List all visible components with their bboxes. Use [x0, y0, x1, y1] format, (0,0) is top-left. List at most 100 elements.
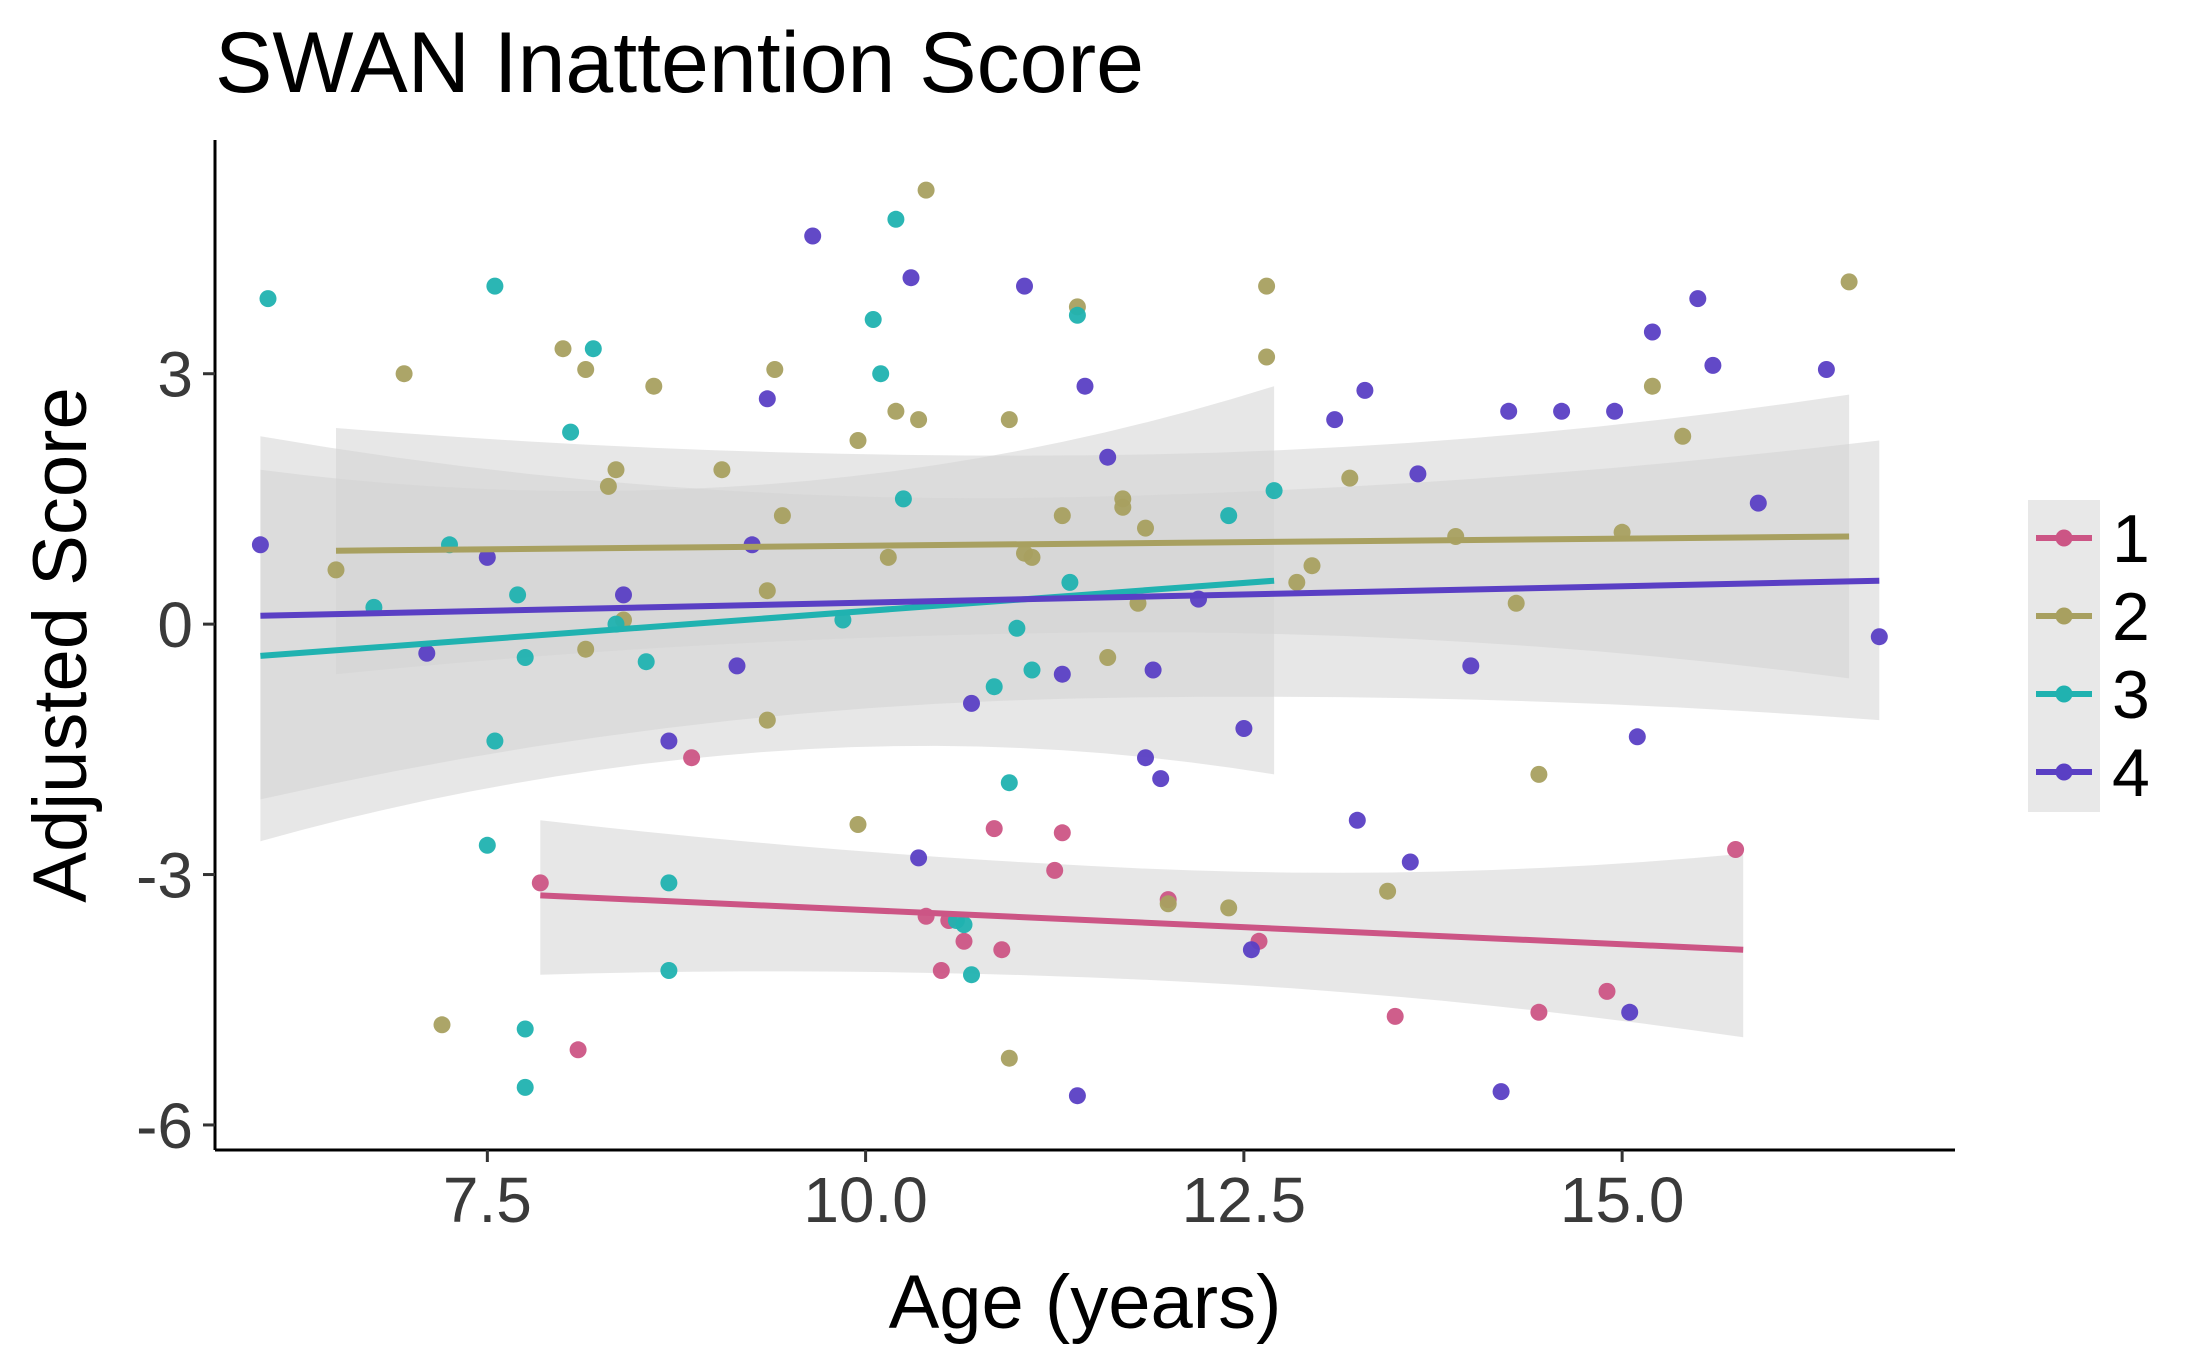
data-point-series-2: [1114, 498, 1132, 516]
data-point-series-2: [607, 461, 625, 479]
regression-line-series-3: [260, 577, 1275, 659]
data-point-series-4: [1242, 941, 1260, 959]
data-point-series-3: [509, 586, 527, 604]
legend-key-point-series-2: [2055, 607, 2073, 625]
data-point-series-4: [1704, 356, 1722, 374]
data-point-series-3: [660, 962, 678, 979]
confidence-bands: [260, 386, 1880, 1038]
data-point-series-4: [963, 694, 980, 712]
legend-key-point-series-4: [2055, 763, 2073, 781]
data-point-series-4: [758, 390, 776, 408]
data-point-series-4: [1870, 628, 1888, 646]
data-point-series-3: [1220, 507, 1238, 525]
y-tick-label: 0: [157, 589, 193, 661]
data-point-series-4: [1628, 728, 1646, 746]
confidence-band-series-4: [260, 436, 1880, 800]
data-point-series-2: [1288, 573, 1306, 591]
data-point-series-4: [728, 657, 746, 675]
data-point-series-1: [1598, 982, 1616, 1000]
data-point-series-4: [660, 732, 678, 750]
data-point-series-3: [872, 365, 890, 383]
confidence-band-series-1: [540, 820, 1744, 1038]
data-point-series-4: [1606, 402, 1624, 420]
data-point-series-3: [637, 653, 655, 671]
data-point-series-2: [1258, 277, 1276, 295]
data-point-series-2: [1507, 594, 1525, 612]
data-point-series-2: [849, 432, 867, 449]
regression-lines: [260, 533, 1880, 953]
data-point-series-3: [1068, 306, 1086, 324]
data-point-series-1: [531, 874, 549, 892]
data-point-series-4: [1076, 377, 1094, 395]
data-point-series-3: [562, 423, 580, 441]
data-point-series-4: [1500, 402, 1518, 420]
data-point-series-1: [1386, 1007, 1404, 1025]
data-point-series-2: [849, 816, 867, 833]
data-point-series-1: [1053, 824, 1071, 842]
data-point-series-3: [516, 1020, 534, 1038]
data-point-series-3: [894, 490, 912, 508]
data-point-series-1: [993, 941, 1011, 959]
data-point-series-2: [887, 402, 905, 420]
data-point-series-4: [1356, 381, 1374, 399]
data-point-series-1: [569, 1041, 587, 1059]
data-point-series-2: [327, 561, 345, 579]
data-point-series-2: [395, 365, 413, 383]
data-point-series-2: [554, 340, 572, 358]
data-point-series-2: [1379, 882, 1397, 900]
chart-title: SWAN Inattention Score: [215, 15, 1144, 111]
data-point-series-2: [1643, 377, 1661, 395]
data-point-series-4: [902, 269, 920, 287]
data-point-series-4: [1817, 361, 1835, 378]
data-point-series-2: [910, 411, 928, 429]
data-point-series-2: [577, 361, 595, 378]
data-point-series-4: [910, 849, 928, 867]
legend-key-point-series-1: [2055, 529, 2073, 547]
data-point-series-3: [1061, 573, 1079, 591]
y-axis-ticks: 3 0 -3 -6: [136, 339, 215, 1162]
regression-line-series-4: [260, 577, 1880, 619]
data-point-series-3: [955, 916, 973, 934]
x-axis-ticks: 7.5 10.0 12.5 15.0: [443, 1150, 1685, 1236]
data-point-series-2: [1674, 427, 1692, 445]
legend-key-point-series-3: [2055, 685, 2073, 703]
data-point-series-4: [1326, 411, 1344, 429]
x-tick-label: 15.0: [1560, 1164, 1685, 1236]
data-point-series-4: [1099, 448, 1117, 466]
data-point-series-2: [433, 1016, 451, 1034]
data-point-series-4: [1749, 494, 1767, 512]
data-point-series-2: [1137, 519, 1154, 537]
data-point-series-4: [478, 548, 496, 566]
data-point-series-2: [1000, 411, 1018, 429]
data-point-series-4: [1492, 1083, 1510, 1101]
legend-label-series-1: 1: [2112, 501, 2150, 577]
legend-label-series-3: 3: [2112, 657, 2150, 733]
data-point-series-2: [917, 181, 935, 199]
legend-label-series-4: 4: [2112, 735, 2150, 811]
data-point-series-2: [1159, 895, 1177, 913]
data-point-series-2: [879, 548, 897, 566]
data-point-series-4: [1137, 749, 1154, 767]
data-point-series-2: [1220, 899, 1238, 917]
data-point-series-2: [758, 711, 776, 729]
data-point-series-4: [251, 536, 269, 554]
data-point-series-3: [1000, 774, 1018, 792]
data-point-series-3: [660, 874, 678, 892]
data-point-series-1: [1046, 861, 1064, 879]
data-point-series-1: [932, 962, 950, 979]
data-point-series-3: [486, 732, 504, 750]
data-point-series-2: [577, 640, 595, 658]
data-point-series-2: [1000, 1049, 1018, 1067]
data-point-series-4: [1621, 1003, 1639, 1021]
data-point-series-3: [516, 1078, 534, 1096]
data-point-series-2: [1023, 548, 1041, 566]
regression-line-series-1: [540, 892, 1744, 953]
data-point-series-4: [1409, 465, 1427, 483]
x-tick-label: 10.0: [803, 1164, 928, 1236]
data-point-series-4: [1016, 277, 1033, 295]
data-point-series-3: [584, 340, 602, 358]
x-tick-label: 12.5: [1182, 1164, 1307, 1236]
data-point-series-3: [887, 210, 905, 228]
